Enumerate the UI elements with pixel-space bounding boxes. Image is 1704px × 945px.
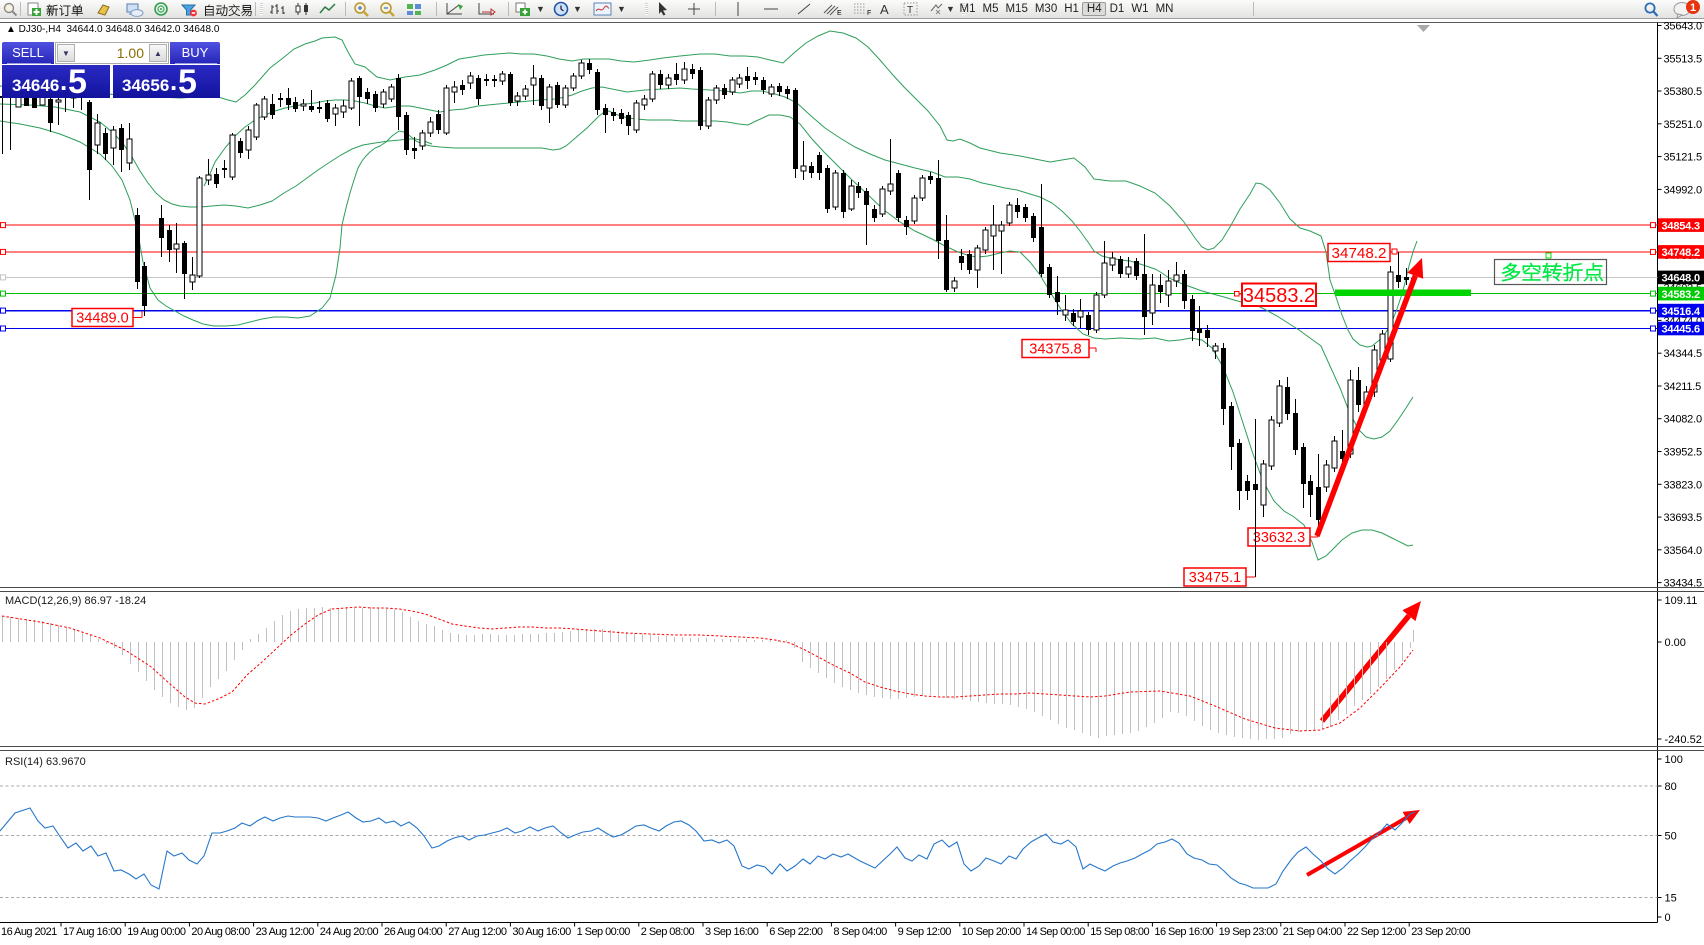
svg-text:19 Sep 23:00: 19 Sep 23:00 — [1219, 926, 1278, 938]
svg-text:8 Sep 04:00: 8 Sep 04:00 — [833, 926, 887, 938]
svg-text:E: E — [837, 10, 842, 17]
svg-text:16 Sep 16:00: 16 Sep 16:00 — [1154, 926, 1213, 938]
svg-text:100: 100 — [1665, 754, 1683, 766]
svg-text:MACD(12,26,9) 86.97 -18.24: MACD(12,26,9) 86.97 -18.24 — [5, 595, 146, 607]
svg-text:19 Aug 00:00: 19 Aug 00:00 — [127, 926, 186, 938]
svg-text:35380.5: 35380.5 — [1664, 86, 1702, 98]
svg-text:17 Aug 16:00: 17 Aug 16:00 — [63, 926, 122, 938]
svg-text:10 Sep 20:00: 10 Sep 20:00 — [962, 926, 1021, 938]
svg-text:34583.2: 34583.2 — [1662, 289, 1700, 301]
svg-text:15: 15 — [1665, 893, 1677, 905]
svg-text:33823.0: 33823.0 — [1664, 479, 1702, 491]
svg-text:34992.0: 34992.0 — [1664, 184, 1702, 196]
svg-text:35513.5: 35513.5 — [1664, 53, 1702, 65]
svg-text:26 Aug 04:00: 26 Aug 04:00 — [384, 926, 443, 938]
svg-text:34082.0: 34082.0 — [1664, 414, 1702, 426]
svg-text:34344.5: 34344.5 — [1664, 348, 1702, 360]
svg-text:33632.3: 33632.3 — [1253, 530, 1305, 546]
svg-text:33434.5: 33434.5 — [1664, 578, 1702, 590]
svg-text:30 Aug 16:00: 30 Aug 16:00 — [512, 926, 571, 938]
svg-text:21 Sep 04:00: 21 Sep 04:00 — [1283, 926, 1342, 938]
svg-text:15 Sep 08:00: 15 Sep 08:00 — [1090, 926, 1149, 938]
svg-text:34854.3: 34854.3 — [1662, 220, 1700, 232]
svg-text:14 Sep 00:00: 14 Sep 00:00 — [1026, 926, 1085, 938]
svg-text:35643.0: 35643.0 — [1664, 21, 1702, 33]
svg-text:24 Aug 20:00: 24 Aug 20:00 — [320, 926, 379, 938]
svg-text:27 Aug 12:00: 27 Aug 12:00 — [448, 926, 507, 938]
svg-text:22 Sep 12:00: 22 Sep 12:00 — [1347, 926, 1406, 938]
svg-text:3 Sep 16:00: 3 Sep 16:00 — [705, 926, 759, 938]
svg-text:33693.5: 33693.5 — [1664, 512, 1702, 524]
svg-text:34516.4: 34516.4 — [1662, 306, 1701, 318]
svg-text:T: T — [907, 5, 913, 16]
svg-text:-240.52: -240.52 — [1665, 734, 1702, 746]
svg-text:0.00: 0.00 — [1665, 637, 1686, 649]
svg-text:20 Aug 08:00: 20 Aug 08:00 — [191, 926, 250, 938]
svg-text:9 Sep 12:00: 9 Sep 12:00 — [898, 926, 952, 938]
svg-text:RSI(14) 63.9670: RSI(14) 63.9670 — [5, 756, 86, 768]
svg-text:35121.5: 35121.5 — [1664, 152, 1702, 164]
svg-text:50: 50 — [1665, 831, 1677, 843]
svg-text:35251.0: 35251.0 — [1664, 119, 1702, 131]
svg-text:33952.5: 33952.5 — [1664, 447, 1702, 459]
svg-text:23 Aug 12:00: 23 Aug 12:00 — [256, 926, 315, 938]
svg-text:34375.8: 34375.8 — [1029, 342, 1081, 358]
svg-text:109.11: 109.11 — [1665, 595, 1698, 607]
svg-text:6 Sep 22:00: 6 Sep 22:00 — [769, 926, 823, 938]
svg-text:34648.0: 34648.0 — [1662, 273, 1700, 285]
svg-text:F: F — [867, 10, 871, 17]
svg-text:34748.2: 34748.2 — [1662, 247, 1700, 259]
svg-text:2 Sep 08:00: 2 Sep 08:00 — [641, 926, 695, 938]
svg-text:23 Sep 20:00: 23 Sep 20:00 — [1411, 926, 1470, 938]
svg-text:16 Aug 2021: 16 Aug 2021 — [1, 926, 57, 938]
svg-text:34583.2: 34583.2 — [1243, 285, 1315, 307]
svg-text:33564.0: 33564.0 — [1664, 545, 1702, 557]
svg-text:80: 80 — [1665, 781, 1677, 793]
svg-text:33475.1: 33475.1 — [1189, 570, 1241, 586]
svg-text:34489.0: 34489.0 — [76, 311, 128, 327]
svg-text:1 Sep 00:00: 1 Sep 00:00 — [577, 926, 631, 938]
svg-text:34748.2: 34748.2 — [1332, 245, 1387, 262]
svg-text:0: 0 — [1665, 912, 1671, 924]
svg-text:34445.6: 34445.6 — [1662, 324, 1700, 336]
svg-text:1: 1 — [1690, 2, 1696, 14]
svg-text:34211.5: 34211.5 — [1664, 381, 1702, 393]
